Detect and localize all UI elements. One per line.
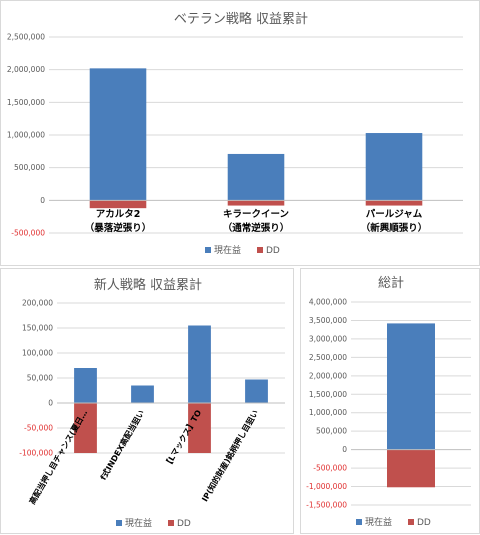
category-label: キラークイーン xyxy=(223,209,289,220)
y-tick-label: 2,500,000 xyxy=(309,353,347,362)
legend-label-dd: DD xyxy=(177,519,191,529)
chart-panel-total: 総計 4,000,000 3,500,000 3,000,000 2,500,000 2,… xyxy=(300,268,480,534)
profit-bar xyxy=(89,68,147,201)
chart-panel-newcomer: 新人戦略 収益累計 200,000 150,000 100,000 50,000 0 -50… xyxy=(0,268,294,534)
y-tick-label: 1,500,000 xyxy=(309,390,347,399)
chart-title: ベテラン戦略 収益累計 xyxy=(174,11,308,27)
y-tick-label: 500,000 xyxy=(14,163,45,172)
profit-bar xyxy=(227,153,285,201)
y-tick-label: 4,000,000 xyxy=(309,298,347,307)
category-label-sub: （新興順張り） xyxy=(361,222,428,234)
y-tick-label: 3,000,000 xyxy=(309,334,347,343)
y-tick-label: -500,000 xyxy=(313,464,347,473)
y-tick-label: 150,000 xyxy=(22,324,53,333)
legend-label-profit: 現在益 xyxy=(214,244,241,256)
y-tick-label: 1,000,000 xyxy=(7,131,45,140)
category-label-sub: （暴落逆張り） xyxy=(85,222,152,234)
y-tick-label: 1,000,000 xyxy=(309,408,347,417)
category-label: f式INDEX高配当狙い xyxy=(98,408,146,482)
y-tick-label: 50,000 xyxy=(27,374,53,383)
legend-swatch-profit xyxy=(205,247,211,253)
y-tick-label: -1,000,000 xyxy=(306,482,347,491)
total-chart-svg: 総計 4,000,000 3,500,000 3,000,000 2,500,000 2,… xyxy=(306,275,471,528)
dd-bar xyxy=(188,403,211,453)
dd-bar xyxy=(74,403,97,453)
veteran-chart-svg: ベテラン戦略 収益累計 2,500,000 2,000,000 1,500,000 1,… xyxy=(7,11,463,256)
y-tick-label: -50,000 xyxy=(24,424,53,433)
chart-title: 総計 xyxy=(378,275,404,291)
y-tick-label: 0 xyxy=(342,445,347,454)
legend-swatch-profit xyxy=(116,520,122,526)
legend-label-dd: DD xyxy=(266,246,280,256)
legend-swatch-dd xyxy=(408,519,414,525)
legend-swatch-dd xyxy=(257,247,263,253)
category-label: パールジャム xyxy=(366,208,423,220)
profit-bar xyxy=(387,323,435,450)
y-tick-label: 3,500,000 xyxy=(309,316,347,325)
y-tick-label: 0 xyxy=(48,399,53,408)
dd-bar xyxy=(89,200,147,209)
dd-bar xyxy=(365,200,423,206)
y-tick-label: 100,000 xyxy=(22,349,53,358)
y-tick-label: 200,000 xyxy=(22,299,53,308)
profit-bar xyxy=(245,379,268,403)
legend-label-profit: 現在益 xyxy=(125,517,152,529)
y-tick-label: -1,500,000 xyxy=(306,501,347,510)
legend-label-dd: DD xyxy=(417,518,431,528)
profit-bar xyxy=(188,325,211,403)
chart-panel-veteran: ベテラン戦略 収益累計 2,500,000 2,000,000 1,500,000 1,… xyxy=(0,0,480,266)
newcomer-chart-svg: 新人戦略 収益累計 200,000 150,000 100,000 50,000 0 -50… xyxy=(19,277,285,529)
y-tick-label: 2,000,000 xyxy=(7,65,45,74)
legend-label-profit: 現在益 xyxy=(365,516,392,528)
y-tick-label: 500,000 xyxy=(316,427,347,436)
legend-swatch-dd xyxy=(168,520,174,526)
category-label: アカルタ2 xyxy=(96,208,141,220)
y-tick-label: 2,500,000 xyxy=(7,33,45,42)
legend-swatch-profit xyxy=(356,519,362,525)
dd-bar xyxy=(227,200,285,206)
profit-bar xyxy=(365,133,423,201)
y-tick-label: -100,000 xyxy=(19,449,53,458)
y-tick-label: 2,000,000 xyxy=(309,371,347,380)
profit-bar xyxy=(74,368,97,403)
profit-bar xyxy=(131,385,154,403)
y-tick-label: -500,000 xyxy=(11,229,45,238)
category-label-sub: （通常逆張り） xyxy=(223,222,290,234)
y-tick-label: 1,500,000 xyxy=(7,98,45,107)
chart-title: 新人戦略 収益累計 xyxy=(94,277,202,293)
y-tick-label: 0 xyxy=(40,196,45,205)
dd-bar xyxy=(387,449,435,488)
